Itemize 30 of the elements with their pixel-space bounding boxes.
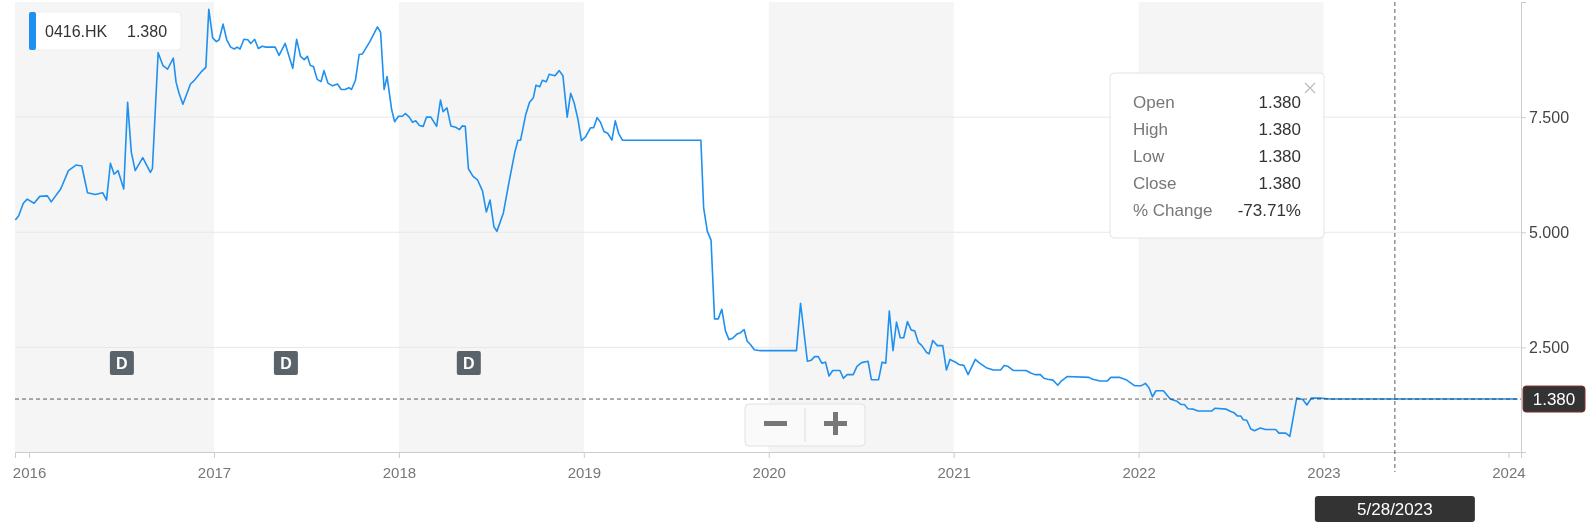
annotation: High	[1133, 120, 1168, 139]
y-tick-label: 2.500	[1529, 339, 1570, 357]
legend-label: 0416.HK	[45, 23, 108, 40]
y-tick-label: 7.500	[1529, 108, 1570, 126]
annotation: 1.380	[1258, 147, 1301, 166]
annotation: 1.380	[1258, 174, 1301, 193]
x-tick-label: 2024	[1492, 463, 1526, 481]
annotation: D	[116, 355, 128, 372]
annotation: -73.71%	[1237, 201, 1301, 220]
x-tick-label: 2023	[1307, 463, 1341, 481]
x-tick-label: 2018	[382, 463, 417, 481]
ref-line-label: 5/28/2023	[1357, 500, 1433, 519]
x-tick-label: 2022	[1122, 463, 1156, 481]
x-tick-label: 2017	[197, 463, 232, 481]
x-tick-label: 2019	[567, 463, 602, 481]
ref-line-label: 1.380	[1532, 390, 1576, 410]
line-series	[14, 8, 1518, 438]
annotation: 1.380	[1258, 120, 1301, 139]
annotation: 1.380	[1258, 93, 1301, 112]
y-tick-label: 5.000	[1529, 223, 1570, 241]
annotation: Close	[1133, 174, 1177, 193]
x-tick-label: 2020	[752, 463, 786, 481]
annotation: 1.380	[127, 23, 168, 40]
annotation: Open	[1133, 93, 1175, 112]
annotation: D	[280, 355, 292, 372]
annotation: D	[463, 355, 475, 372]
annotation: % Change	[1133, 201, 1213, 220]
x-tick-label: 2016	[12, 463, 47, 481]
x-tick-label: 2021	[937, 463, 971, 481]
annotation: Low	[1133, 147, 1165, 166]
